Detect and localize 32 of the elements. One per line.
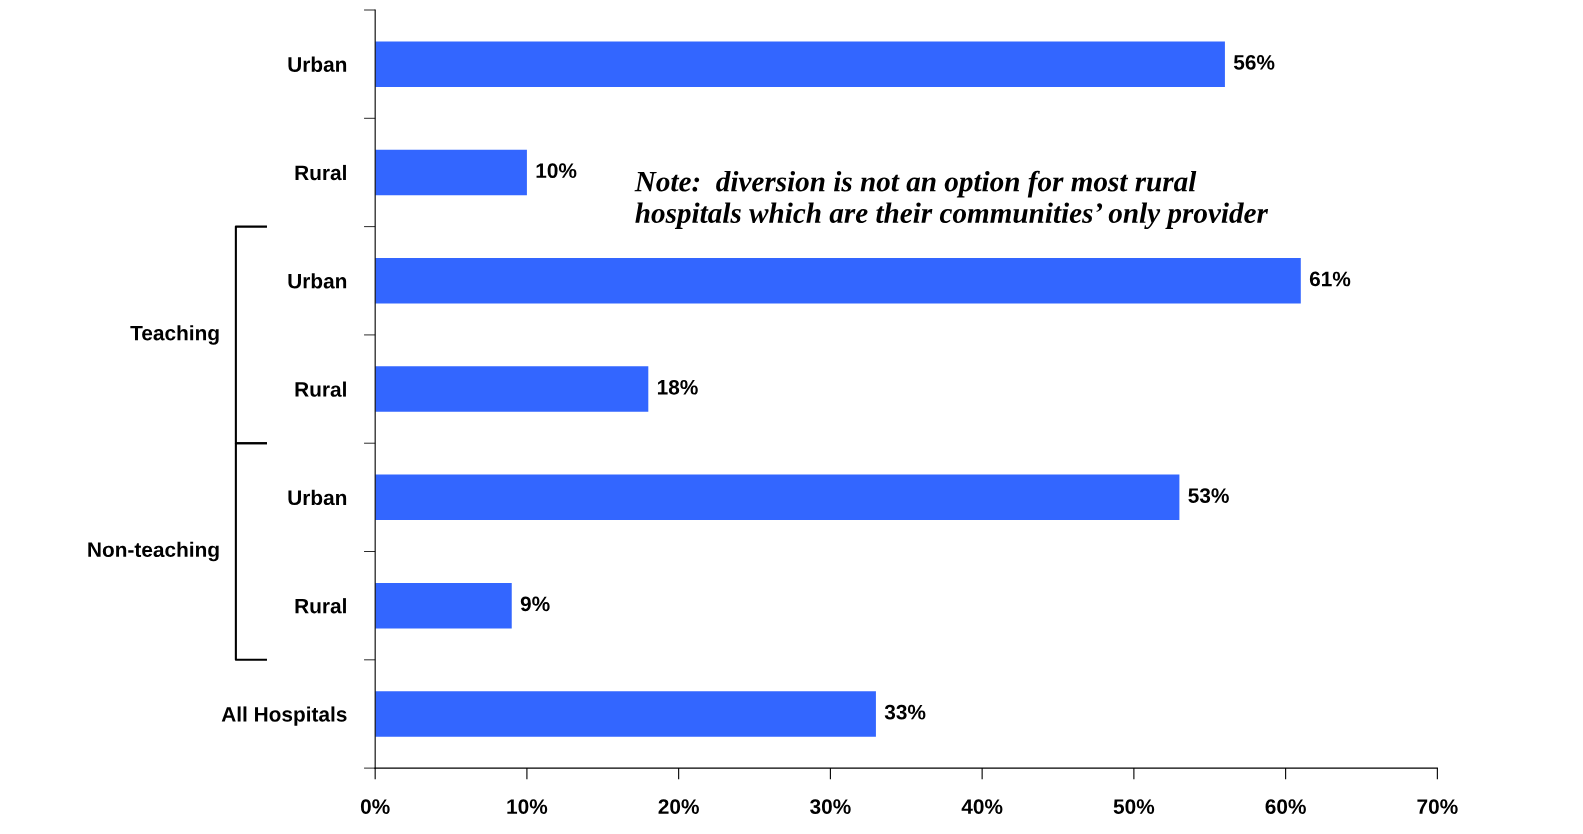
- text: Non-teaching: [88, 541, 219, 562]
- bar: [375, 366, 649, 412]
- data-label: 53%: [1188, 488, 1229, 503]
- data-label: 56%: [1233, 55, 1275, 70]
- bar: [375, 258, 1301, 304]
- data-label: 33%: [884, 704, 926, 720]
- y-tick-label: Rural: [295, 381, 346, 397]
- bar: [375, 582, 512, 629]
- data-label: 9%: [520, 596, 550, 612]
- bar: [375, 474, 1180, 521]
- bar: [375, 149, 527, 196]
- bar: [375, 41, 1225, 87]
- x-tick-label: 20%: [658, 799, 699, 814]
- x-tick-label: 70%: [1417, 799, 1458, 814]
- x-tick-label: 50%: [1113, 799, 1155, 814]
- x-tick-label: 40%: [961, 799, 1003, 814]
- data-label: 61%: [1309, 271, 1351, 287]
- y-tick-label: Urban: [288, 273, 347, 289]
- y-tick-label: All Hospitals: [221, 706, 347, 726]
- y-tick-label: Rural: [295, 164, 346, 181]
- x-tick-label: 10%: [507, 799, 548, 814]
- x-tick-label: 0%: [360, 799, 390, 814]
- bar: [375, 691, 876, 737]
- text: Teaching: [130, 325, 219, 345]
- y-tick-label: Urban: [288, 56, 347, 72]
- annotation: Note: diversion is not an option for most rural hospitals which are their communities’ only provider: [634, 170, 1269, 229]
- data-label: 18%: [657, 379, 698, 395]
- x-tick-label: 60%: [1265, 799, 1306, 814]
- y-tick-label: Rural: [295, 598, 346, 614]
- data-label: 10%: [536, 163, 577, 179]
- x-tick-label: 30%: [810, 799, 851, 814]
- y-tick-label: Urban: [288, 489, 347, 506]
